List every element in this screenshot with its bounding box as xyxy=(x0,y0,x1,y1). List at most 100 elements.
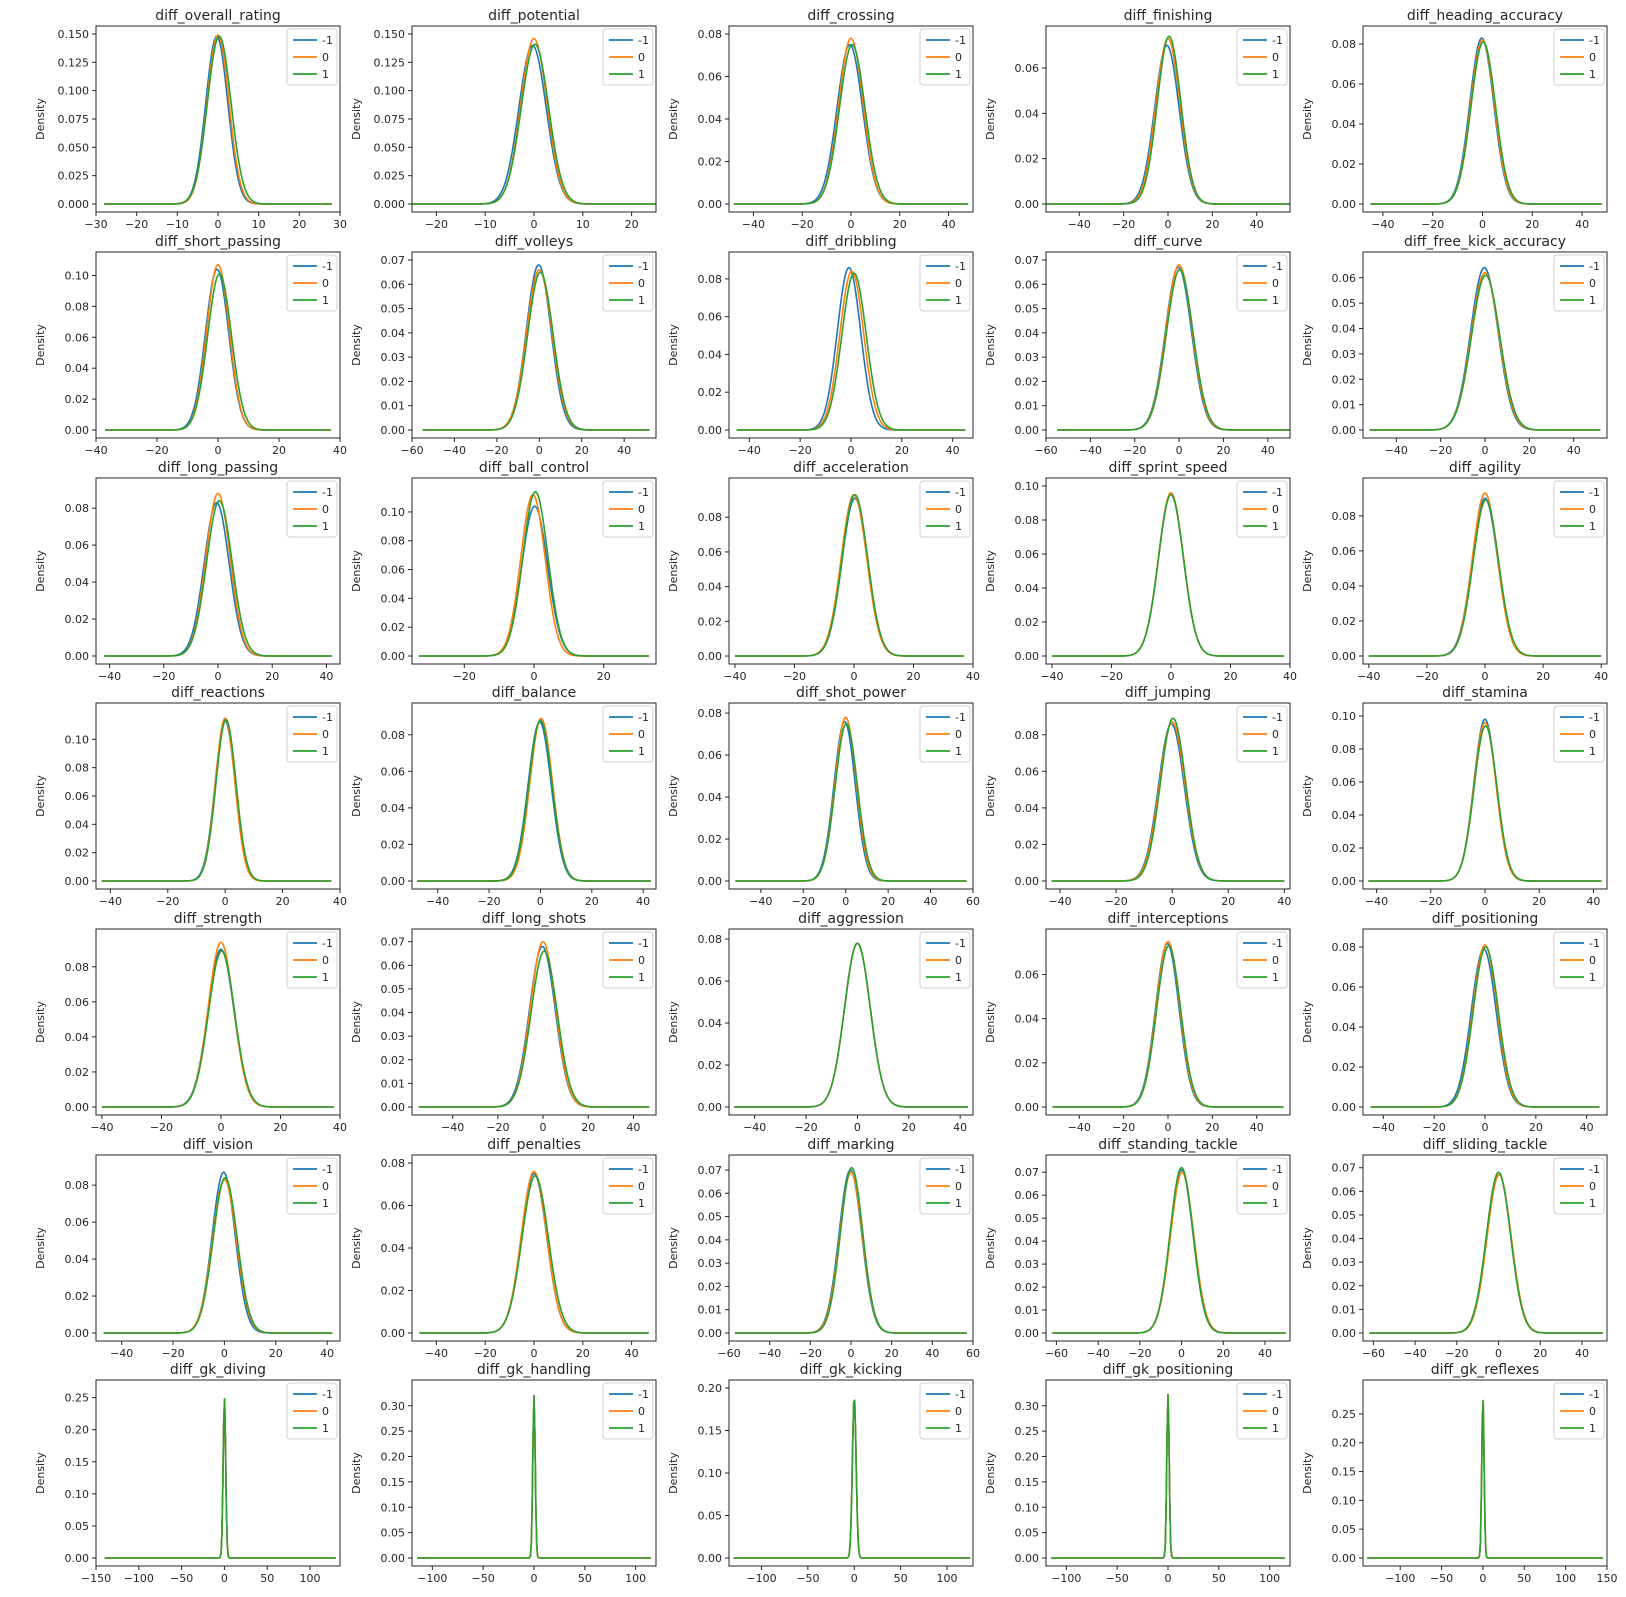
legend-label: -1 xyxy=(1272,486,1283,499)
x-tick-label: 40 xyxy=(333,444,347,457)
legend: -1 0 1 xyxy=(1236,254,1288,312)
y-tick-label: 0.00 xyxy=(381,650,406,663)
y-tick-label: 0.02 xyxy=(65,613,90,626)
y-tick-label: 0.01 xyxy=(1332,399,1357,412)
x-tick-label: −20 xyxy=(789,444,812,457)
legend: -1 0 1 xyxy=(1236,1382,1288,1440)
y-axis-label: Density xyxy=(667,1227,680,1269)
legend-label: 1 xyxy=(322,68,329,81)
x-tick-label: 40 xyxy=(1250,1121,1264,1134)
y-tick-label: 0.20 xyxy=(65,1424,90,1437)
y-axis-label: Density xyxy=(350,1001,363,1043)
y-axis-label: Density xyxy=(1301,1001,1314,1043)
x-tick-label: −40 xyxy=(1371,218,1394,231)
y-tick-label: 0.15 xyxy=(1015,1476,1040,1489)
legend: -1 0 1 xyxy=(286,480,338,538)
x-tick-label: 40 xyxy=(1575,1347,1589,1360)
legend-label: 0 xyxy=(955,277,962,290)
x-tick-label: 20 xyxy=(1205,1121,1219,1134)
subplot-diff-gk-kicking: diff_gk_kicking Density −100 −50 0 50 100 0.00 0… xyxy=(667,1362,974,1585)
legend-label: 1 xyxy=(1589,745,1596,758)
y-axis-label: Density xyxy=(1301,1227,1314,1269)
y-tick-label: 0.00 xyxy=(381,424,406,437)
y-tick-label: 0.08 xyxy=(381,1157,406,1170)
legend-label: -1 xyxy=(955,486,966,499)
legend-label: -1 xyxy=(322,1163,333,1176)
y-tick-label: 0.00 xyxy=(698,875,723,888)
x-tick-label: −20 xyxy=(1415,670,1438,683)
y-tick-label: 0.05 xyxy=(65,1520,90,1533)
y-axis-label: Density xyxy=(350,324,363,366)
y-tick-label: 0.02 xyxy=(1332,1280,1357,1293)
subplot-title: diff_gk_positioning xyxy=(1103,1362,1234,1378)
legend-label: -1 xyxy=(1589,937,1600,950)
x-tick-label: −60 xyxy=(1034,444,1057,457)
subplot-title: diff_volleys xyxy=(495,234,573,250)
y-tick-label: 0.06 xyxy=(698,749,723,762)
x-tick-label: 100 xyxy=(625,1572,646,1585)
x-tick-label: 40 xyxy=(333,1121,347,1134)
x-tick-label: −20 xyxy=(1419,895,1442,908)
subplot-title: diff_strength xyxy=(174,911,262,927)
x-tick-label: 40 xyxy=(1567,444,1581,457)
y-tick-label: 0.02 xyxy=(381,838,406,851)
x-tick-label: −50 xyxy=(1106,1572,1129,1585)
y-tick-label: 0.03 xyxy=(381,351,406,364)
y-tick-label: 0.08 xyxy=(65,502,90,515)
legend-label: 1 xyxy=(1272,1197,1279,1210)
x-tick-label: 10 xyxy=(576,218,590,231)
density-line-series-1 xyxy=(1369,274,1601,431)
y-axis-label: Density xyxy=(350,550,363,592)
subplot-diff-reactions: diff_reactions Density −40 −20 0 20 40 0.00 0.02… xyxy=(34,685,347,908)
y-tick-label: 0.125 xyxy=(58,56,90,69)
subplot-title: diff_standing_tackle xyxy=(1098,1137,1238,1153)
y-tick-label: 0.00 xyxy=(381,875,406,888)
subplot-diff-sliding-tackle: diff_sliding_tackle Density −60 −40 −20 0 20 40… xyxy=(1301,1137,1608,1360)
x-tick-label: 60 xyxy=(966,895,980,908)
x-tick-label: 20 xyxy=(1223,670,1237,683)
x-tick-label: 100 xyxy=(937,1572,958,1585)
density-line-series-1 xyxy=(422,271,650,431)
y-tick-label: 0.06 xyxy=(381,1200,406,1213)
x-tick-label: 0 xyxy=(1495,1347,1502,1360)
y-tick-label: 0.25 xyxy=(65,1392,90,1405)
y-tick-label: 0.06 xyxy=(698,1187,723,1200)
y-tick-label: 0.04 xyxy=(1015,582,1040,595)
x-tick-label: 20 xyxy=(581,1121,595,1134)
x-tick-label: −40 xyxy=(99,895,122,908)
legend-label: 1 xyxy=(1272,294,1279,307)
density-line-series-1 xyxy=(412,43,656,205)
x-tick-label: 40 xyxy=(1258,1347,1272,1360)
y-tick-label: 0.03 xyxy=(1015,351,1040,364)
y-tick-label: 0.08 xyxy=(698,511,723,524)
x-tick-label: 0 xyxy=(1479,218,1486,231)
legend-label: 0 xyxy=(322,1180,329,1193)
density-line-series-1 xyxy=(1052,945,1284,1108)
y-tick-label: 0.00 xyxy=(698,1101,723,1114)
y-tick-label: 0.06 xyxy=(65,539,90,552)
y-tick-label: 0.00 xyxy=(381,1327,406,1340)
x-tick-label: 0 xyxy=(1176,444,1183,457)
subplot-title: diff_overall_rating xyxy=(155,8,280,24)
y-tick-label: 0.04 xyxy=(381,802,406,815)
y-tick-label: 0.15 xyxy=(1332,1466,1357,1479)
subplot-title: diff_agility xyxy=(1449,460,1521,476)
subplot-diff-gk-reflexes: diff_gk_reflexes Density −100 −50 0 50 100 150 0… xyxy=(1301,1362,1618,1585)
y-tick-label: 0.06 xyxy=(698,975,723,988)
legend-label: 0 xyxy=(1589,51,1596,64)
y-tick-label: 0.04 xyxy=(1332,580,1357,593)
y-axis-label: Density xyxy=(1301,775,1314,817)
y-tick-label: 0.02 xyxy=(698,615,723,628)
x-tick-label: −20 xyxy=(1112,1121,1135,1134)
legend-label: 1 xyxy=(955,1197,962,1210)
y-tick-label: 0.000 xyxy=(58,198,90,211)
legend-label: 1 xyxy=(1272,520,1279,533)
x-tick-label: 40 xyxy=(319,670,333,683)
legend-label: 0 xyxy=(955,1405,962,1418)
y-axis-label: Density xyxy=(350,775,363,817)
legend-label: 0 xyxy=(322,728,329,741)
x-tick-label: 0 xyxy=(850,670,857,683)
legend-label: 0 xyxy=(1272,1180,1279,1193)
legend-label: 1 xyxy=(955,1422,962,1435)
